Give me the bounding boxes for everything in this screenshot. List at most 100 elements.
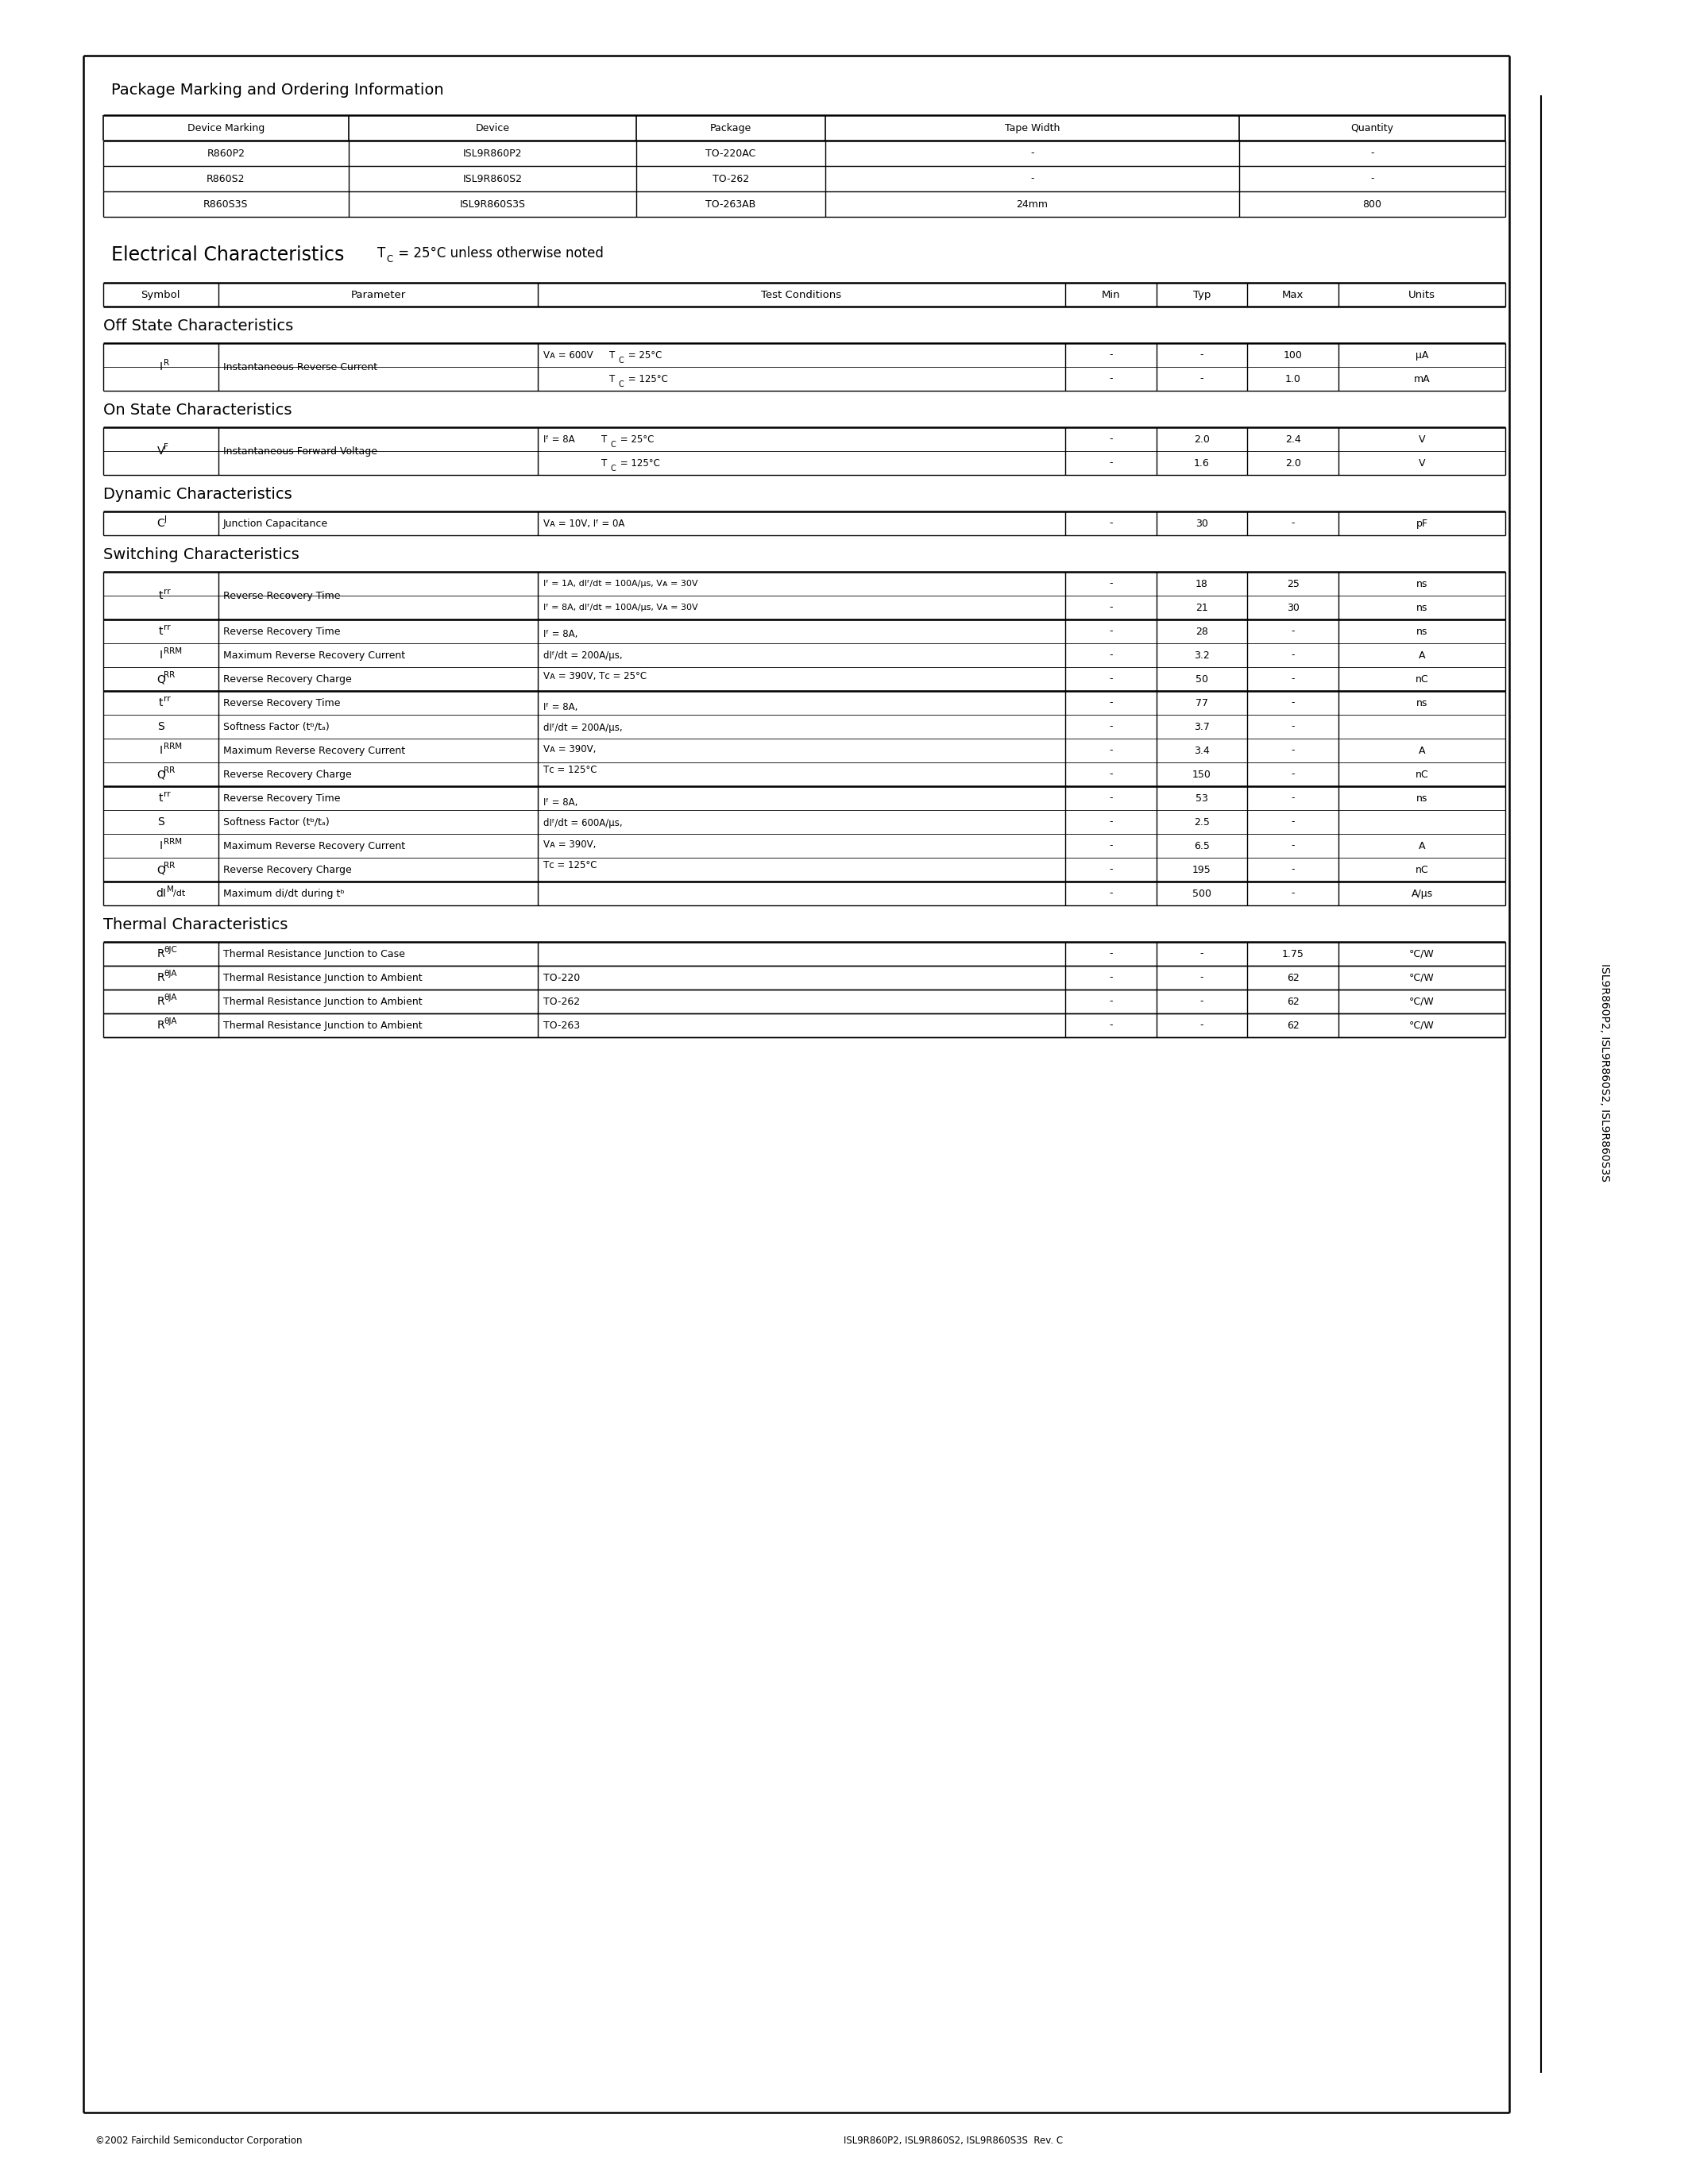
- Text: -: -: [1109, 627, 1112, 636]
- Text: Junction Capacitance: Junction Capacitance: [223, 518, 327, 529]
- Text: Quantity: Quantity: [1350, 122, 1394, 133]
- Text: Reverse Recovery Time: Reverse Recovery Time: [223, 590, 341, 601]
- Text: T: T: [609, 349, 614, 360]
- Text: R860S3S: R860S3S: [204, 199, 248, 210]
- Text: t: t: [159, 697, 164, 708]
- Text: = 25°C unless otherwise noted: = 25°C unless otherwise noted: [393, 247, 604, 260]
- Text: C: C: [609, 465, 616, 472]
- Text: R: R: [157, 996, 164, 1007]
- Text: -: -: [1291, 518, 1295, 529]
- Text: -: -: [1109, 948, 1112, 959]
- Text: Switching Characteristics: Switching Characteristics: [103, 546, 299, 561]
- Text: dIᶠ/dt = 600A/μs,: dIᶠ/dt = 600A/μs,: [544, 819, 623, 828]
- Text: Reverse Recovery Charge: Reverse Recovery Charge: [223, 675, 351, 684]
- Text: RRM: RRM: [164, 839, 182, 845]
- Text: On State Characteristics: On State Characteristics: [103, 402, 292, 417]
- Text: R: R: [157, 972, 164, 983]
- Text: 77: 77: [1195, 697, 1209, 708]
- Text: ns: ns: [1416, 603, 1428, 614]
- Text: -: -: [1291, 817, 1295, 828]
- Text: -: -: [1291, 889, 1295, 898]
- Text: -: -: [1109, 745, 1112, 756]
- Text: -: -: [1109, 603, 1112, 614]
- Text: R: R: [157, 1020, 164, 1031]
- Text: Units: Units: [1408, 290, 1435, 299]
- Text: -: -: [1109, 793, 1112, 804]
- Text: nC: nC: [1415, 865, 1428, 876]
- Text: 100: 100: [1283, 349, 1303, 360]
- Text: Dynamic Characteristics: Dynamic Characteristics: [103, 487, 292, 502]
- Text: RR: RR: [164, 863, 176, 869]
- Text: Maximum di/dt during tᵇ: Maximum di/dt during tᵇ: [223, 889, 344, 898]
- Text: 62: 62: [1286, 1020, 1300, 1031]
- Text: Reverse Recovery Time: Reverse Recovery Time: [223, 697, 341, 708]
- Text: -: -: [1200, 1020, 1204, 1031]
- Text: -: -: [1109, 721, 1112, 732]
- Text: -: -: [1109, 841, 1112, 852]
- Text: ISL9R860S3S: ISL9R860S3S: [459, 199, 525, 210]
- Text: Thermal Resistance Junction to Case: Thermal Resistance Junction to Case: [223, 948, 405, 959]
- Text: Instantaneous Forward Voltage: Instantaneous Forward Voltage: [223, 446, 376, 456]
- Text: ISL9R860S2: ISL9R860S2: [463, 173, 522, 183]
- Text: -: -: [1371, 173, 1374, 183]
- Text: Iᶠ = 1A, dIᶠ/dt = 100A/μs, Vᴀ = 30V: Iᶠ = 1A, dIᶠ/dt = 100A/μs, Vᴀ = 30V: [544, 579, 697, 587]
- Text: °C/W: °C/W: [1409, 996, 1435, 1007]
- Text: -: -: [1030, 149, 1033, 159]
- Text: S: S: [157, 817, 164, 828]
- Text: -: -: [1200, 349, 1204, 360]
- Text: -: -: [1030, 173, 1033, 183]
- Text: μA: μA: [1415, 349, 1428, 360]
- Text: Maximum Reverse Recovery Current: Maximum Reverse Recovery Current: [223, 651, 405, 660]
- Text: Maximum Reverse Recovery Current: Maximum Reverse Recovery Current: [223, 745, 405, 756]
- Text: 50: 50: [1195, 675, 1209, 684]
- Text: RR: RR: [164, 767, 176, 775]
- Text: -: -: [1291, 745, 1295, 756]
- Text: TO-262: TO-262: [712, 173, 749, 183]
- Text: Vᴀ = 390V,: Vᴀ = 390V,: [544, 745, 596, 753]
- Text: R860S2: R860S2: [206, 173, 245, 183]
- Text: θJC: θJC: [164, 946, 177, 954]
- Text: nC: nC: [1415, 769, 1428, 780]
- Text: -: -: [1291, 865, 1295, 876]
- Text: Reverse Recovery Time: Reverse Recovery Time: [223, 793, 341, 804]
- Text: 28: 28: [1195, 627, 1209, 636]
- Text: 2.5: 2.5: [1193, 817, 1210, 828]
- Text: = 25°C: = 25°C: [625, 349, 662, 360]
- Text: V: V: [1418, 459, 1425, 467]
- Text: -: -: [1200, 996, 1204, 1007]
- Text: t: t: [159, 793, 164, 804]
- Text: Package: Package: [711, 122, 751, 133]
- Text: 1.0: 1.0: [1285, 373, 1301, 384]
- Text: dI: dI: [155, 889, 165, 900]
- Text: Symbol: Symbol: [142, 290, 181, 299]
- Text: Tᴄ = 125°C: Tᴄ = 125°C: [544, 860, 598, 871]
- Text: -: -: [1200, 972, 1204, 983]
- Text: Q: Q: [157, 673, 165, 684]
- Text: = 125°C: = 125°C: [625, 373, 668, 384]
- Text: 2.0: 2.0: [1193, 435, 1210, 443]
- Text: 62: 62: [1286, 996, 1300, 1007]
- Text: -: -: [1109, 373, 1112, 384]
- Text: TO-262: TO-262: [544, 996, 581, 1007]
- Text: 195: 195: [1192, 865, 1212, 876]
- Text: Device: Device: [476, 122, 510, 133]
- Text: C: C: [618, 356, 623, 365]
- Text: ns: ns: [1416, 793, 1428, 804]
- Text: -: -: [1109, 651, 1112, 660]
- Text: RRM: RRM: [164, 646, 182, 655]
- Text: T: T: [378, 247, 385, 260]
- Text: I: I: [159, 360, 162, 373]
- Text: 30: 30: [1195, 518, 1209, 529]
- Text: 500: 500: [1192, 889, 1212, 898]
- Text: = 25°C: = 25°C: [618, 435, 655, 443]
- Text: Iᶠ = 8A, dIᶠ/dt = 100A/μs, Vᴀ = 30V: Iᶠ = 8A, dIᶠ/dt = 100A/μs, Vᴀ = 30V: [544, 603, 699, 612]
- Text: 62: 62: [1286, 972, 1300, 983]
- Text: θJA: θJA: [164, 994, 177, 1002]
- Text: M: M: [167, 885, 174, 893]
- Text: T: T: [601, 459, 608, 467]
- Text: 3.4: 3.4: [1193, 745, 1210, 756]
- Text: -: -: [1291, 697, 1295, 708]
- Text: RR: RR: [164, 670, 176, 679]
- Text: ns: ns: [1416, 697, 1428, 708]
- Text: -: -: [1291, 675, 1295, 684]
